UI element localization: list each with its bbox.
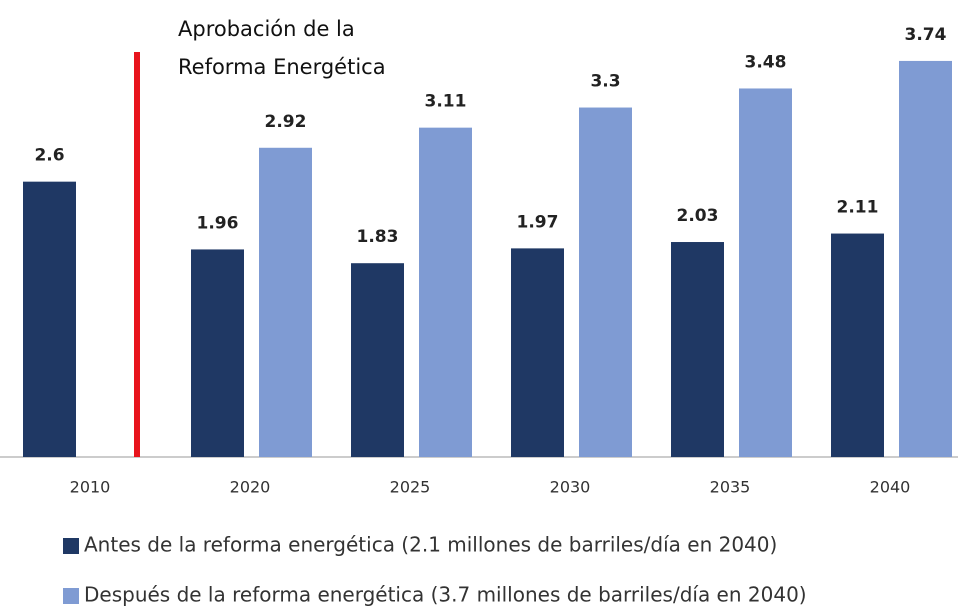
bar	[671, 242, 724, 457]
value-label: 3.48	[745, 52, 787, 72]
x-tick-label: 2010	[70, 478, 111, 497]
x-tick-label: 2030	[550, 478, 591, 497]
value-label: 2.03	[677, 206, 719, 226]
bar	[579, 107, 632, 457]
annotation: Aprobación de la	[178, 17, 355, 41]
value-label: 3.11	[425, 92, 467, 112]
legend-label: Después de la reforma energética (3.7 mi…	[84, 583, 807, 607]
legend-label: Antes de la reforma energética (2.1 mill…	[84, 533, 777, 557]
value-label: 3.3	[590, 72, 620, 92]
value-label: 1.83	[357, 227, 399, 247]
value-label: 2.6	[34, 146, 64, 166]
bar	[259, 147, 312, 457]
bar	[191, 249, 244, 457]
bar	[831, 233, 884, 457]
x-tick-label: 2040	[870, 478, 911, 497]
x-tick-label: 2020	[230, 478, 271, 497]
value-label: 3.74	[905, 25, 947, 45]
x-tick-label: 2035	[710, 478, 751, 497]
bar	[23, 181, 76, 457]
value-label: 2.92	[265, 112, 307, 132]
bar	[899, 60, 952, 458]
bar	[739, 88, 792, 457]
legend-swatch	[63, 538, 79, 554]
legend-swatch	[63, 588, 79, 604]
bar	[511, 248, 564, 457]
x-tick-label: 2025	[390, 478, 431, 497]
value-label: 2.11	[837, 198, 879, 218]
annotation: Reforma Energética	[178, 55, 386, 79]
bar	[419, 127, 472, 457]
bar	[351, 263, 404, 457]
value-label: 1.97	[517, 212, 559, 232]
value-label: 1.96	[197, 213, 239, 233]
